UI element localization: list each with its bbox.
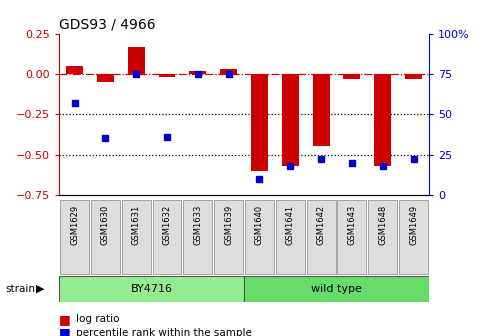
Text: strain: strain [5, 284, 35, 294]
Bar [245, 200, 274, 274]
Text: ■: ■ [59, 313, 71, 326]
Bar [189, 71, 206, 74]
Bar [344, 74, 360, 79]
Bar [122, 200, 151, 274]
Bar [183, 200, 212, 274]
Bar [399, 200, 428, 274]
Bar [251, 74, 268, 171]
Text: GDS93 / 4966: GDS93 / 4966 [59, 17, 156, 31]
Text: GSM1639: GSM1639 [224, 204, 233, 245]
Text: ▶: ▶ [35, 284, 44, 294]
Text: GSM1640: GSM1640 [255, 204, 264, 245]
Text: GSM1641: GSM1641 [286, 204, 295, 245]
Text: GSM1649: GSM1649 [409, 204, 418, 245]
Text: log ratio: log ratio [76, 314, 120, 324]
Text: GSM1648: GSM1648 [378, 204, 387, 245]
Bar [59, 276, 244, 302]
Bar [405, 74, 422, 79]
Bar [307, 200, 336, 274]
Bar [152, 200, 181, 274]
Text: BY4716: BY4716 [131, 284, 173, 294]
Bar [276, 200, 305, 274]
Bar [220, 69, 237, 74]
Bar [282, 74, 299, 166]
Bar [313, 74, 329, 146]
Bar [214, 200, 243, 274]
Bar [60, 200, 89, 274]
Bar [66, 66, 83, 74]
Bar [128, 46, 144, 74]
Bar [159, 74, 176, 77]
Text: GSM1643: GSM1643 [348, 204, 356, 245]
Bar [337, 200, 366, 274]
Text: GSM1642: GSM1642 [317, 204, 325, 245]
Text: wild type: wild type [311, 284, 362, 294]
Bar [368, 200, 397, 274]
Text: GSM1632: GSM1632 [163, 204, 172, 245]
Bar [244, 276, 429, 302]
Text: ■: ■ [59, 326, 71, 336]
Bar [374, 74, 391, 166]
Text: GSM1633: GSM1633 [193, 204, 202, 245]
Bar [91, 200, 120, 274]
Text: GSM1630: GSM1630 [101, 204, 110, 245]
Text: percentile rank within the sample: percentile rank within the sample [76, 328, 252, 336]
Bar [97, 74, 114, 82]
Text: GSM1629: GSM1629 [70, 204, 79, 245]
Text: GSM1631: GSM1631 [132, 204, 141, 245]
